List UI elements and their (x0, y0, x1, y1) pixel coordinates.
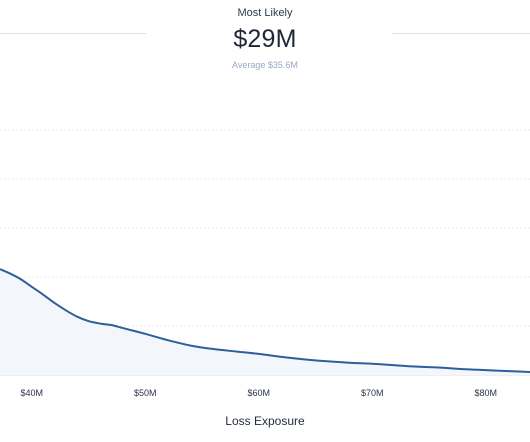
x-tick-label-1: $50M (134, 388, 157, 398)
header-divider-left (0, 33, 146, 34)
summary-header: Most Likely $29M Average $35.6M (0, 0, 530, 80)
x-tick-label-2: $60M (248, 388, 271, 398)
most-likely-value: $29M (233, 25, 297, 53)
average-value: Average $35.6M (232, 60, 298, 70)
x-tick-labels: $40M $50M $60M $70M $80M (21, 388, 497, 398)
area-fill (0, 269, 530, 375)
x-tick-label-3: $70M (361, 388, 384, 398)
header-divider-right (392, 33, 530, 34)
series-line (0, 268, 530, 374)
most-likely-label: Most Likely (237, 7, 293, 19)
x-tick-label-0: $40M (21, 388, 44, 398)
x-axis-title: Loss Exposure (225, 414, 305, 428)
x-tick-label-4: $80M (474, 388, 497, 398)
